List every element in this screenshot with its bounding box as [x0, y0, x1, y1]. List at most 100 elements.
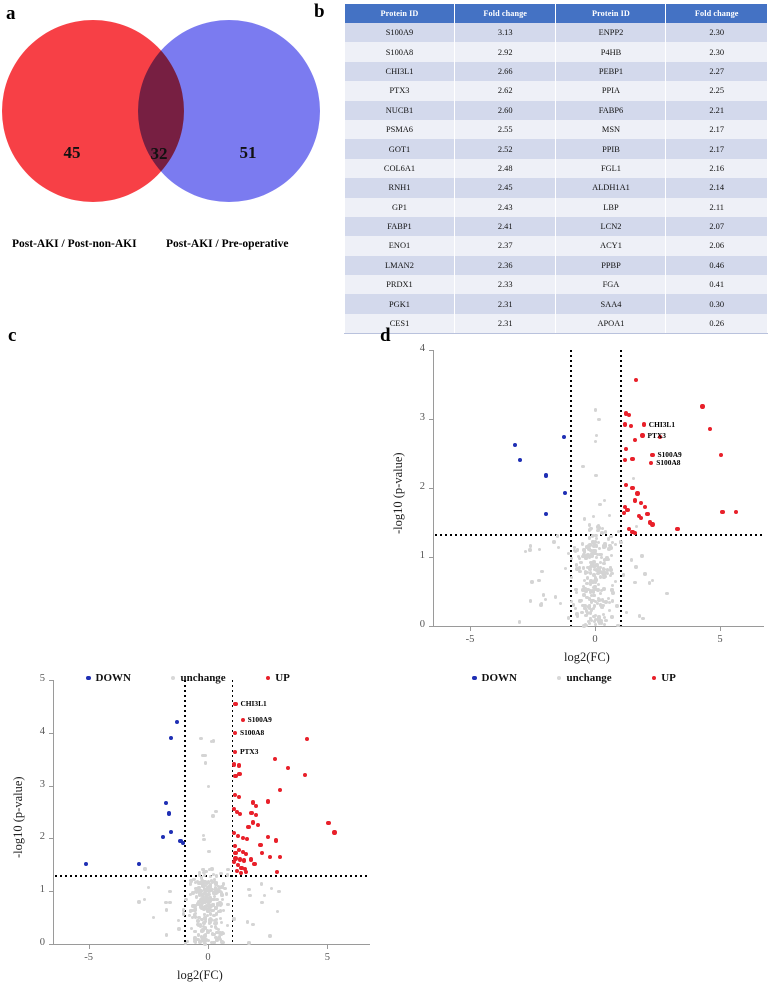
scatter-point-down — [166, 811, 171, 816]
cell-protein-id: LCN2 — [555, 216, 667, 237]
scatter-point-unchange — [523, 549, 528, 554]
scatter-point-unchange — [209, 924, 213, 929]
fc-threshold-line — [620, 350, 622, 626]
scatter-point-up — [630, 530, 635, 535]
scatter-point-unchange — [593, 622, 598, 627]
scatter-point-unchange — [651, 578, 655, 583]
scatter-point-unchange — [611, 541, 615, 545]
scatter-point-unchange — [592, 560, 596, 564]
scatter-point-unchange — [602, 615, 606, 620]
cell-protein-id: SAA4 — [555, 294, 667, 314]
scatter-point-unchange — [584, 556, 588, 561]
scatter-point-down — [517, 458, 523, 463]
venn-count-right-only: 51 — [239, 143, 257, 162]
scatter-point-unchange — [207, 849, 211, 854]
scatter-point-unchange — [605, 568, 610, 572]
scatter-point-unchange — [592, 606, 596, 611]
legend-dot-unchange-icon — [556, 675, 562, 681]
table-row: PSMA6 2.55 MSN 2.17 — [344, 119, 768, 140]
scatter-point-unchange — [572, 546, 577, 550]
scatter-point-up — [240, 836, 245, 841]
scatter-point-unchange — [588, 582, 593, 587]
scatter-point-unchange — [596, 525, 600, 530]
protein-fold-change-table: Protein ID Fold change Protein ID Fold c… — [344, 4, 768, 335]
cell-protein-id: RNH1 — [344, 178, 455, 198]
scatter-point-unchange — [212, 932, 216, 937]
cell-fold-change: 2.17 — [665, 119, 768, 140]
scatter-point-unchange — [608, 573, 613, 578]
scatter-point-unchange — [188, 892, 193, 896]
scatter-point-unchange — [596, 540, 601, 545]
scatter-point-unchange — [595, 433, 599, 438]
scatter-point-down — [136, 861, 141, 866]
scatter-point-up — [245, 836, 250, 841]
x-axis-tick — [595, 627, 596, 631]
scatter-point-unchange — [594, 473, 598, 478]
scatter-point-unchange — [591, 580, 595, 584]
scatter-point-unchange — [593, 576, 597, 580]
scatter-point-up — [640, 433, 645, 438]
cell-protein-id: PPBP — [555, 255, 667, 276]
gene-annotation-label: CHI3L1 — [240, 698, 267, 708]
scatter-point-up — [246, 824, 251, 829]
y-axis-tick — [49, 838, 53, 840]
scatter-point-unchange — [589, 580, 593, 585]
scatter-point-unchange — [608, 565, 613, 570]
cell-fold-change: 2.06 — [665, 236, 768, 256]
legend-dot-up-icon — [265, 675, 271, 681]
x-axis-tick — [327, 945, 329, 949]
scatter-point-unchange — [587, 621, 592, 626]
cell-fold-change: 2.48 — [453, 158, 557, 179]
scatter-point-unchange — [181, 912, 185, 916]
scatter-point-up — [707, 426, 713, 431]
scatter-point-unchange — [137, 900, 141, 904]
scatter-point-unchange — [629, 558, 634, 562]
gene-annotation-label: S100A9 — [657, 449, 682, 459]
scatter-point-up — [232, 730, 238, 735]
scatter-point-unchange — [245, 920, 250, 924]
scatter-point-unchange — [581, 464, 585, 468]
x-axis-tick — [208, 945, 209, 949]
cell-protein-id: COL6A1 — [344, 158, 455, 179]
scatter-point-unchange — [600, 598, 605, 602]
scatter-point-unchange — [590, 552, 594, 556]
scatter-point-unchange — [594, 536, 599, 540]
venn-label-left: Post-AKI / Post-non-AKI — [12, 238, 137, 250]
legend-panel-c: DOWN unchange UP — [86, 672, 290, 684]
gene-annotation-label: CHI3L1 — [648, 419, 676, 429]
table-row: S100A8 2.92 P4HB 2.30 — [344, 42, 768, 62]
y-axis-tick — [429, 419, 433, 420]
scatter-point-unchange — [199, 876, 204, 880]
scatter-point-unchange — [602, 558, 607, 562]
cell-protein-id: FABP1 — [344, 216, 455, 237]
scatter-point-unchange — [584, 623, 589, 628]
scatter-point-unchange — [588, 616, 592, 621]
scatter-point-unchange — [581, 588, 585, 592]
legend-item-up: UP — [265, 672, 290, 684]
cell-protein-id: GOT1 — [344, 139, 455, 159]
scatter-point-up — [236, 763, 242, 768]
scatter-point-down — [84, 861, 89, 866]
scatter-point-unchange — [593, 613, 597, 618]
scatter-point-unchange — [611, 599, 615, 603]
scatter-point-unchange — [214, 882, 218, 887]
cell-fold-change: 2.37 — [453, 236, 557, 256]
scatter-point-unchange — [584, 609, 588, 613]
legend-label-unchange: unchange — [180, 672, 226, 684]
scatter-point-up — [253, 803, 258, 808]
scatter-point-unchange — [219, 871, 223, 876]
scatter-point-unchange — [613, 543, 618, 547]
scatter-point-unchange — [605, 556, 609, 560]
cell-fold-change: 2.17 — [665, 139, 768, 159]
scatter-point-unchange — [165, 933, 169, 937]
scatter-point-unchange — [606, 537, 611, 541]
scatter-point-unchange — [587, 597, 592, 601]
scatter-point-unchange — [603, 530, 608, 534]
scatter-point-unchange — [232, 917, 236, 921]
scatter-point-down — [164, 800, 169, 806]
scatter-point-unchange — [569, 556, 574, 561]
scatter-point-up — [232, 762, 237, 767]
scatter-point-unchange — [226, 867, 230, 872]
gene-annotation-label: S100A8 — [239, 727, 265, 737]
x-axis-title: log2(FC) — [564, 650, 610, 664]
